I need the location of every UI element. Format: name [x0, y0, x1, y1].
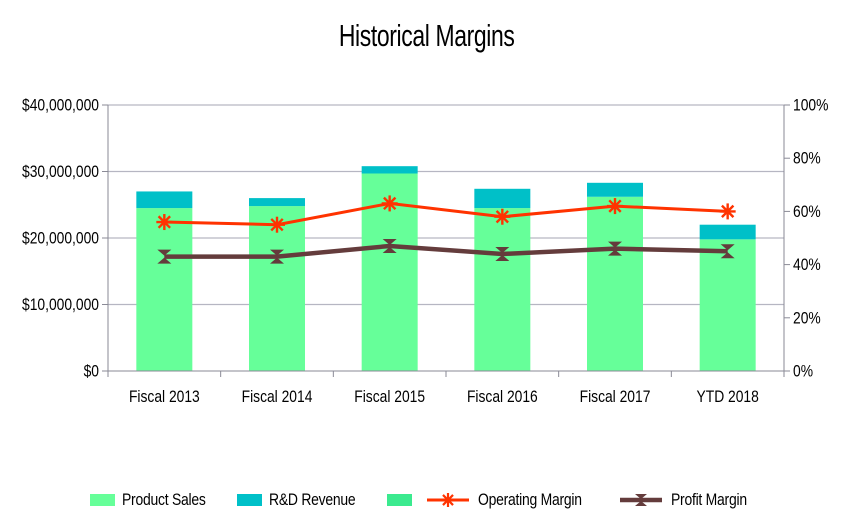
bar-segment-product-sales[interactable] — [249, 206, 305, 371]
legend-swatch — [387, 494, 413, 506]
right-axis-label: 80% — [793, 150, 821, 168]
left-axis-label: $30,000,000 — [22, 163, 99, 181]
asterisk-stroke — [270, 218, 284, 232]
asterisk-stroke — [383, 196, 397, 211]
asterisk-marker[interactable] — [607, 198, 623, 215]
left-axis-label: $10,000,000 — [22, 296, 99, 314]
legend-item-unnamed-series[interactable] — [387, 494, 413, 506]
x-axis-category-label: Fiscal 2014 — [242, 388, 313, 406]
legend-item-profit-margin[interactable]: Profit Margin — [618, 490, 763, 510]
legend-swatch — [89, 494, 115, 506]
left-axis-label: $0 — [84, 362, 99, 380]
x-axis-category-label: Fiscal 2013 — [129, 388, 200, 406]
bar-segment-r-d-revenue[interactable] — [474, 188, 531, 209]
legend-item-r-d-revenue[interactable]: R&D Revenue — [236, 490, 374, 510]
x-axis-category-label: Fiscal 2016 — [467, 388, 538, 406]
legend-item-product-sales[interactable]: Product Sales — [89, 490, 224, 510]
x-axis-category-label: YTD 2018 — [696, 388, 758, 406]
hourglass-marker[interactable] — [270, 249, 284, 264]
hourglass-marker[interactable] — [495, 246, 510, 261]
hourglass-marker[interactable] — [382, 238, 397, 253]
bar-segment-product-sales[interactable] — [136, 208, 193, 371]
hourglass-marker[interactable] — [608, 241, 622, 256]
line-series-operating-margin[interactable] — [164, 201, 728, 227]
left-axis-label: $20,000,000 — [22, 229, 99, 247]
legend-swatch — [236, 494, 262, 506]
x-axis-category-label: Fiscal 2015 — [354, 388, 425, 406]
line-series-profit-margin[interactable] — [164, 243, 728, 259]
right-axis-label: 20% — [793, 309, 821, 327]
legend-line-sample — [427, 493, 470, 507]
chart-title[interactable]: Historical Margins — [0, 18, 853, 56]
asterisk-marker[interactable] — [381, 195, 398, 212]
x-axis-category-label: Fiscal 2017 — [580, 388, 651, 406]
bar-segment-r-d-revenue[interactable] — [136, 191, 193, 209]
bar-segment-product-sales[interactable] — [587, 196, 643, 371]
asterisk-stroke — [157, 215, 171, 229]
right-axis-label: 40% — [793, 256, 821, 274]
right-axis-label: 100% — [793, 96, 828, 114]
hourglass-marker[interactable] — [720, 244, 735, 259]
bar-segment-r-d-revenue[interactable] — [699, 224, 756, 240]
hourglass-marker[interactable] — [634, 494, 647, 506]
asterisk-stroke — [442, 494, 454, 506]
legend-item-operating-margin[interactable]: Operating Margin — [425, 490, 605, 510]
chart-title-text: Historical Margins — [338, 18, 515, 53]
asterisk-marker[interactable] — [719, 203, 736, 220]
asterisk-marker[interactable] — [494, 208, 511, 225]
right-axis-label: 0% — [793, 362, 813, 380]
bar-segment-product-sales[interactable] — [699, 239, 756, 371]
legend-label: Operating Margin — [478, 490, 582, 509]
asterisk-marker[interactable] — [156, 214, 173, 231]
chart-legend: Product Sales R&D Revenue Operating Margin… — [0, 487, 853, 513]
chart-canvas: $0 $10,000,000 $20,000,000 $30,000,000 $40,0… — [22, 96, 828, 406]
legend-label: Profit Margin — [670, 490, 747, 509]
bar-segment-product-sales[interactable] — [474, 208, 531, 371]
right-axis-label: 60% — [793, 203, 821, 221]
asterisk-marker[interactable] — [269, 216, 285, 233]
asterisk-stroke — [495, 210, 509, 224]
left-axis-label: $40,000,000 — [22, 96, 99, 114]
legend-label: R&D Revenue — [268, 490, 356, 509]
legend-line-sample — [619, 494, 662, 506]
hourglass-marker[interactable] — [157, 249, 172, 264]
asterisk-stroke — [608, 199, 622, 213]
asterisk-marker[interactable] — [441, 493, 456, 507]
bar-segment-r-d-revenue[interactable] — [361, 166, 418, 174]
bar-segment-r-d-revenue[interactable] — [587, 182, 643, 197]
bar-segment-r-d-revenue[interactable] — [249, 198, 305, 207]
asterisk-stroke — [721, 204, 735, 219]
legend-label: Product Sales — [121, 490, 206, 509]
